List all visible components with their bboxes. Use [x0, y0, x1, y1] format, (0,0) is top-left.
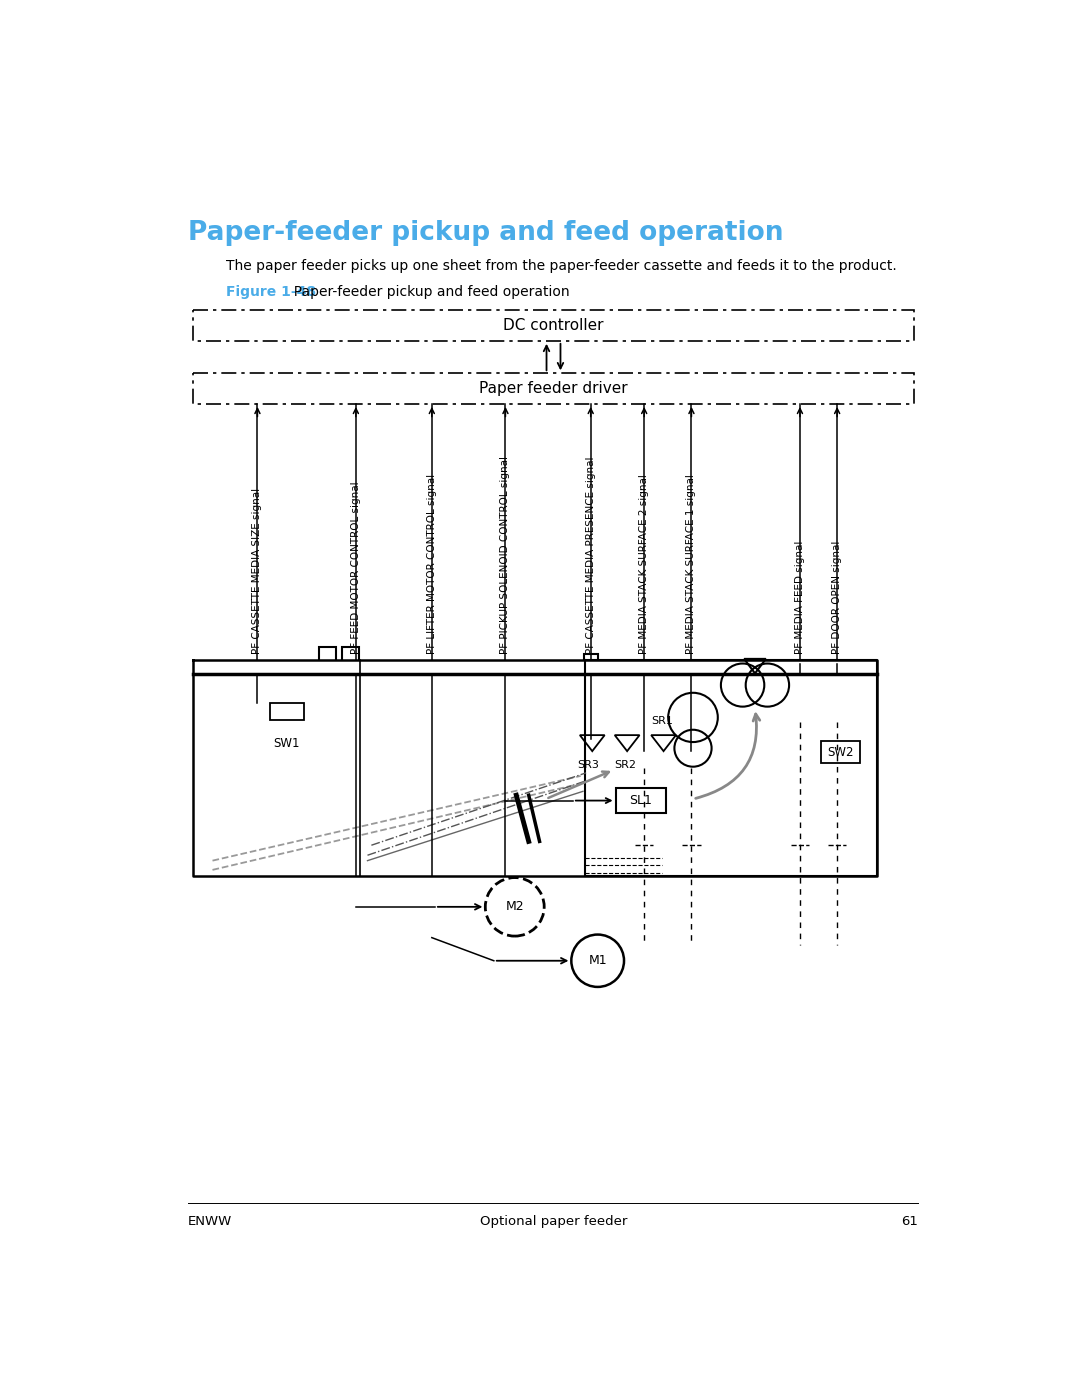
Text: SR3: SR3 — [578, 760, 599, 770]
Text: PF LIFTER MOTOR CONTROL signal: PF LIFTER MOTOR CONTROL signal — [427, 474, 436, 654]
Text: SW2: SW2 — [827, 746, 853, 759]
Text: 61: 61 — [901, 1215, 918, 1228]
Text: SL1: SL1 — [629, 793, 651, 807]
Text: Figure 1-48: Figure 1-48 — [227, 285, 316, 299]
Text: SR2: SR2 — [615, 760, 636, 770]
Text: Paper-feeder pickup and feed operation: Paper-feeder pickup and feed operation — [284, 285, 569, 299]
Text: PF PICKUP SOLENOID CONTROL signal: PF PICKUP SOLENOID CONTROL signal — [500, 457, 511, 654]
Text: PF MEDIA FEED signal: PF MEDIA FEED signal — [795, 541, 805, 654]
Text: PF FEED MOTOR CONTROL signal: PF FEED MOTOR CONTROL signal — [351, 482, 361, 654]
Text: M2: M2 — [505, 900, 524, 914]
Text: SW1: SW1 — [273, 736, 300, 750]
Text: DC controller: DC controller — [503, 319, 604, 332]
Text: PF MEDIA STACK SURFACE 2 signal: PF MEDIA STACK SURFACE 2 signal — [639, 475, 649, 654]
Text: SR1: SR1 — [651, 715, 673, 726]
Text: PF DOOR OPEN signal: PF DOOR OPEN signal — [833, 541, 842, 654]
Text: PF MEDIA STACK SURFACE 1 signal: PF MEDIA STACK SURFACE 1 signal — [687, 475, 697, 654]
Text: Paper-feeder pickup and feed operation: Paper-feeder pickup and feed operation — [188, 219, 783, 246]
Text: PF CASSETTE MEDIA PRESENCE signal: PF CASSETTE MEDIA PRESENCE signal — [585, 457, 596, 654]
Text: Paper feeder driver: Paper feeder driver — [480, 381, 627, 397]
Text: Optional paper feeder: Optional paper feeder — [480, 1215, 627, 1228]
Text: PF CASSETTE MEDIA SIZE signal: PF CASSETTE MEDIA SIZE signal — [253, 488, 262, 654]
Text: M1: M1 — [589, 954, 607, 967]
Text: The paper feeder picks up one sheet from the paper-feeder cassette and feeds it : The paper feeder picks up one sheet from… — [227, 258, 897, 272]
Text: ENWW: ENWW — [188, 1215, 232, 1228]
